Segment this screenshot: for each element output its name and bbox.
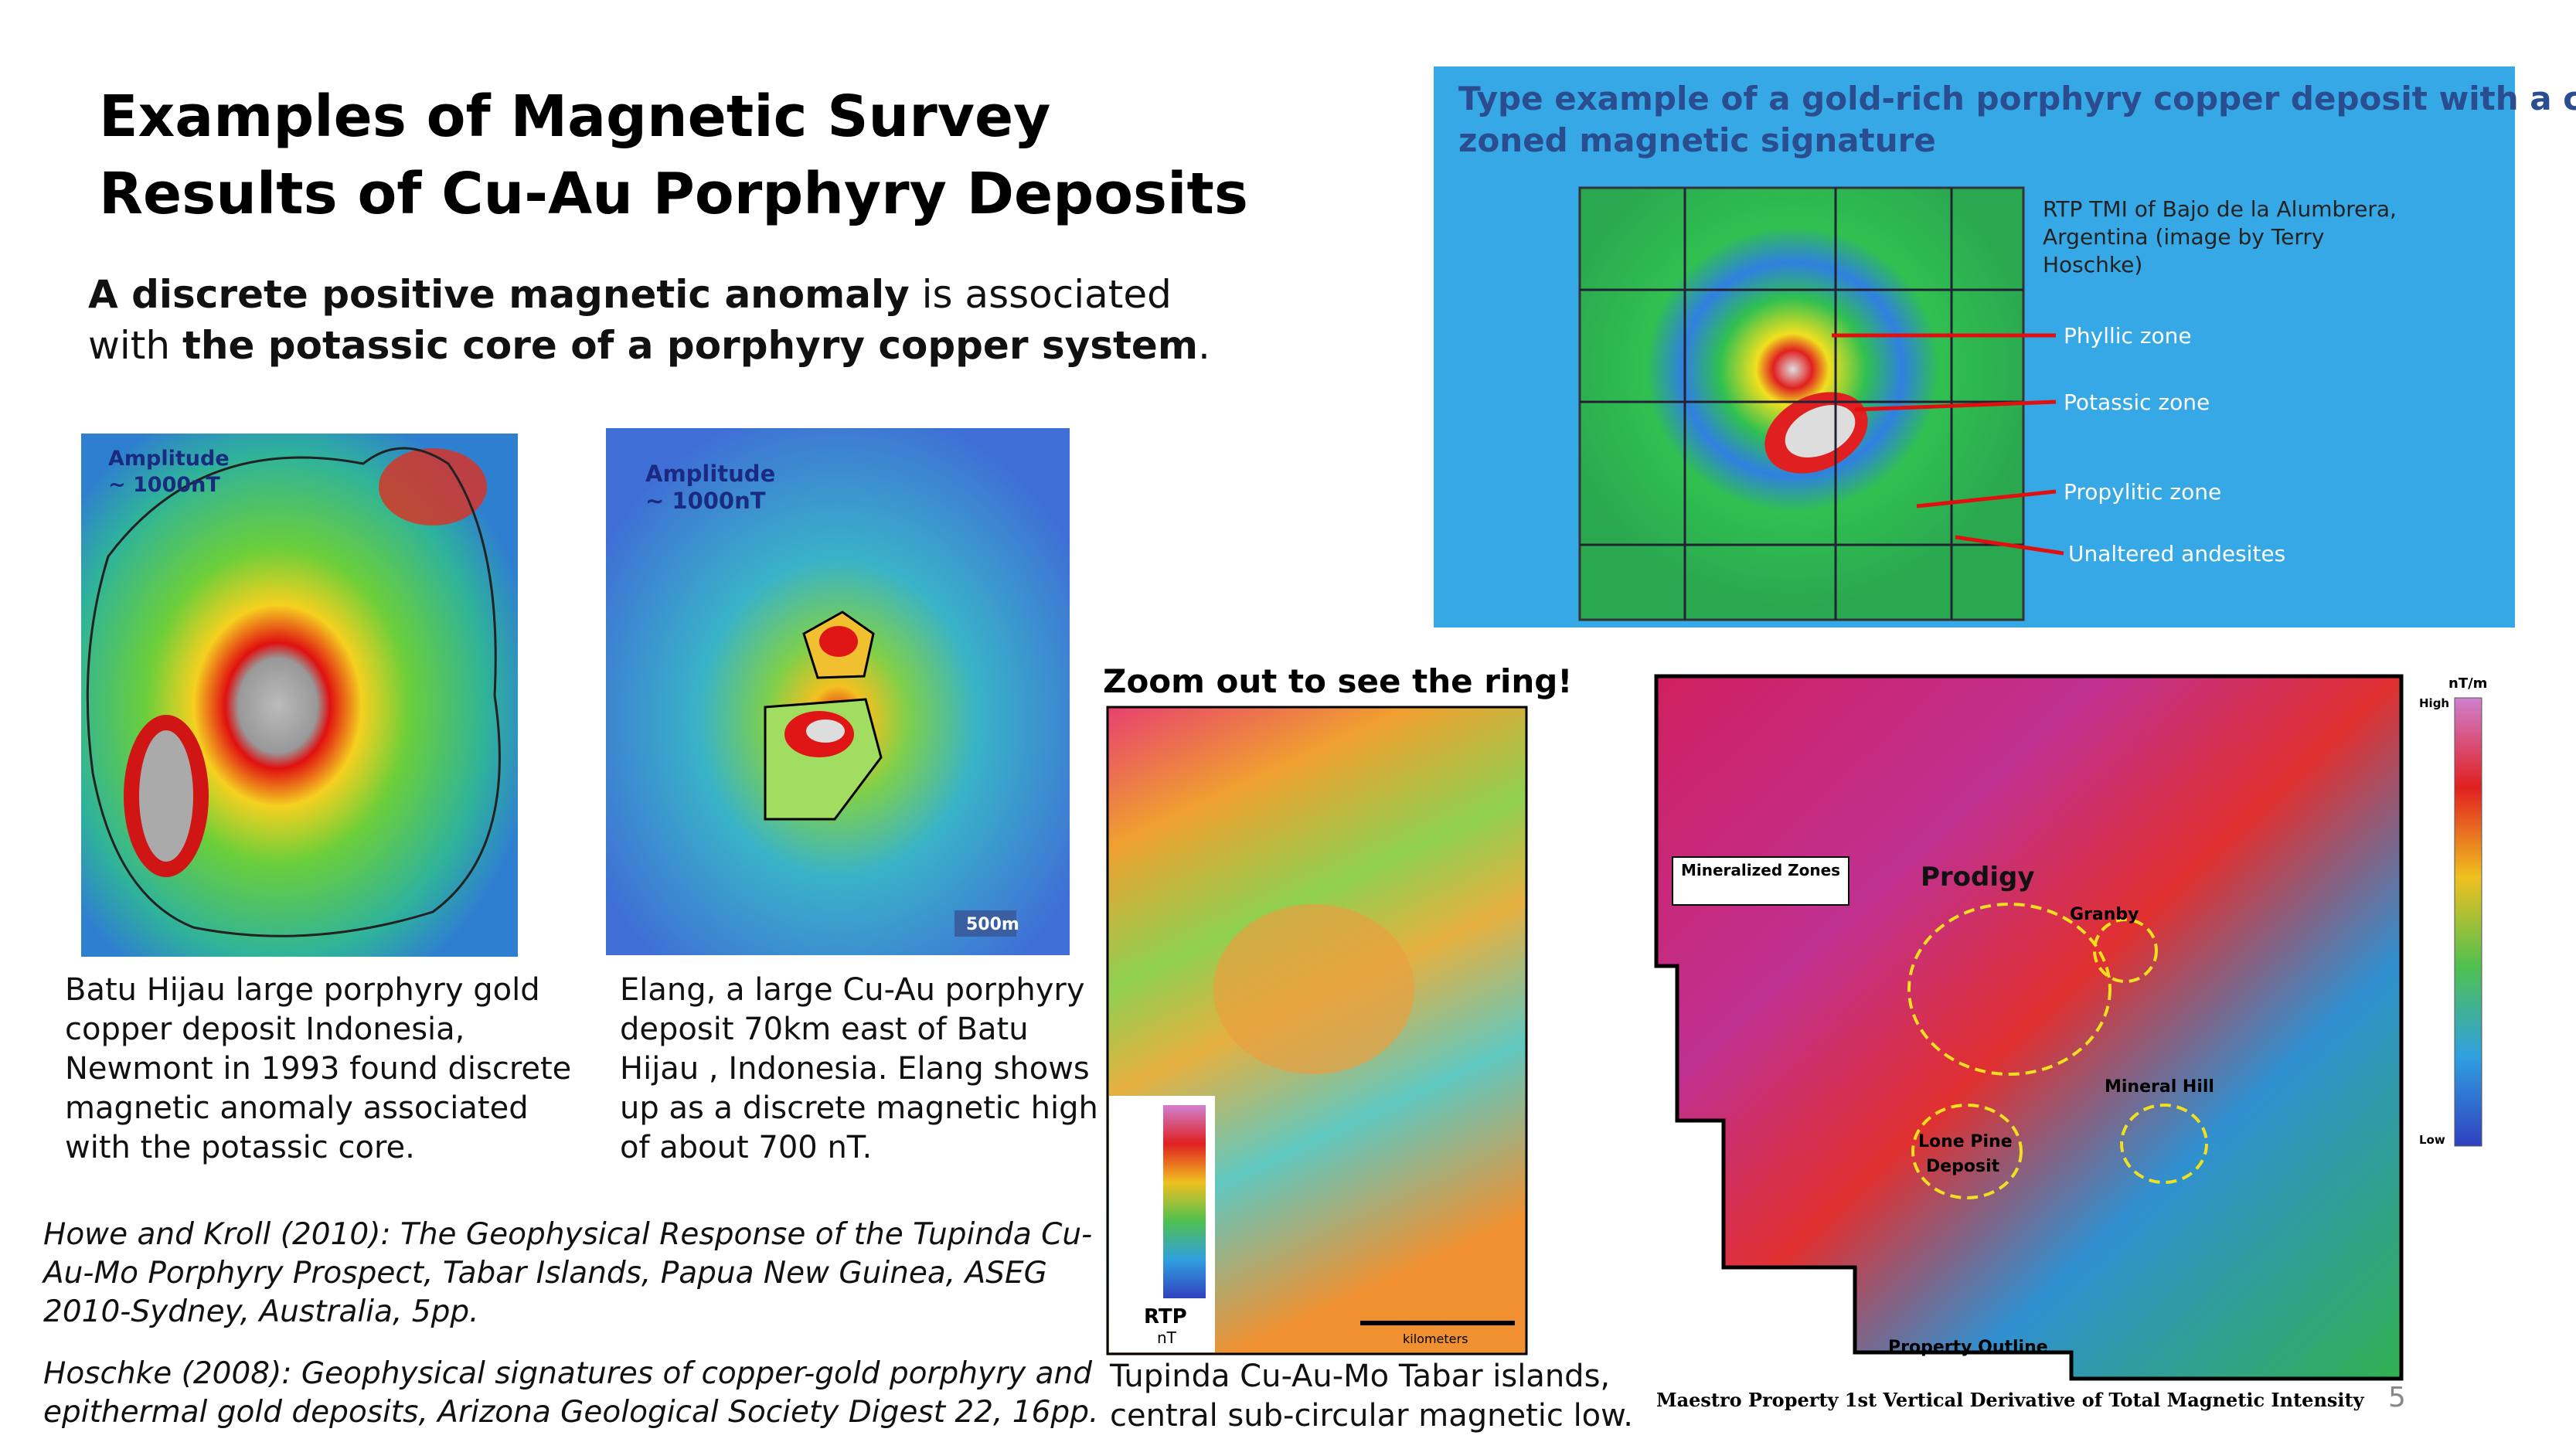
map-elang: Amplitude ~ 1000nT 500m <box>606 428 1070 955</box>
page-number: 5 <box>2388 1382 2406 1413</box>
caption: magnetic anomaly associated <box>65 1090 529 1126</box>
reference: Au-Mo Porphyry Prospect, Tabar Islands, … <box>41 1256 1047 1291</box>
source-line: Argentina (image by Terry <box>2043 224 2324 250</box>
tupinda: Zoom out to see the ring! RTP nT kilomet… <box>1103 662 1633 1434</box>
map-label: Prodigy <box>1921 862 2035 893</box>
map-label: Property Outline <box>1888 1338 2048 1357</box>
caption: Newmont in 1993 found discrete <box>65 1051 571 1087</box>
panel-title: Type example of a gold-rich porphyry cop… <box>1458 80 2576 117</box>
text: is associated <box>910 272 1172 317</box>
text: . <box>1198 323 1210 368</box>
legend-label: nT <box>1157 1328 1177 1347</box>
caption: Batu Hijau large porphyry gold <box>65 972 540 1008</box>
map-label: Amplitude <box>645 461 775 487</box>
legend-label: Low <box>2419 1133 2445 1147</box>
caption: deposit 70km east of Batu <box>620 1012 1029 1047</box>
legend-label: nT/m <box>2448 675 2487 692</box>
map-label: ~ 1000nT <box>645 488 766 514</box>
caption: of about 700 nT. <box>620 1130 872 1165</box>
caption: central sub-circular magnetic low. <box>1110 1398 1633 1434</box>
zone-label: Potassic zone <box>2064 389 2210 415</box>
text: with <box>88 323 182 368</box>
subtitle-line: with the potassic core of a porphyry cop… <box>88 323 1210 368</box>
captions: Batu Hijau large porphyry gold copper dep… <box>65 972 1098 1165</box>
title-line: Examples of Magnetic Survey <box>99 83 1050 150</box>
map-label: Mineral Hill <box>2105 1077 2214 1097</box>
heading: Zoom out to see the ring! <box>1103 662 1572 700</box>
caption: up as a discrete magnetic high <box>620 1090 1098 1126</box>
type-example: Type example of a gold-rich porphyry cop… <box>1434 66 2576 628</box>
subtitle: A discrete positive magnetic anomaly is … <box>88 272 1210 368</box>
title: Examples of Magnetic Survey Results of C… <box>99 83 1248 227</box>
reference: epithermal gold deposits, Arizona Geolog… <box>43 1395 1098 1430</box>
map-label: ~ 1000nT <box>108 473 220 497</box>
map-label: Lone Pine <box>1918 1132 2013 1151</box>
panel-title: zoned magnetic signature <box>1458 121 1936 159</box>
zone-label: Propylitic zone <box>2064 479 2221 505</box>
caption: Hijau , Indonesia. Elang shows <box>620 1051 1090 1087</box>
caption: copper deposit Indonesia, <box>65 1012 464 1047</box>
bold-text: A discrete positive magnetic anomaly <box>88 272 910 317</box>
reference: Howe and Kroll (2010): The Geophysical R… <box>43 1217 1092 1252</box>
scale-label: 500m <box>966 915 1019 934</box>
caption: Maestro Property 1st Vertical Derivative… <box>1656 1389 2365 1411</box>
map-label: Mineralized Zones <box>1681 861 1840 879</box>
reference: 2010-Sydney, Australia, 5pp. <box>43 1294 479 1329</box>
zone-label: Unaltered andesites <box>2068 541 2285 566</box>
subtitle-line: A discrete positive magnetic anomaly is … <box>88 272 1172 317</box>
map-label: Granby <box>2070 905 2139 924</box>
reference: Hoschke (2008): Geophysical signatures o… <box>43 1356 1092 1391</box>
map-batu-hijau: Amplitude ~ 1000nT <box>81 434 518 957</box>
caption: with the potassic core. <box>65 1130 415 1165</box>
map-label: Amplitude <box>108 447 230 471</box>
legend-label: RTP <box>1144 1305 1187 1328</box>
zone-label: Phyllic zone <box>2064 323 2192 349</box>
map-label: Deposit <box>1926 1157 2000 1176</box>
source-line: Hoschke) <box>2043 252 2142 277</box>
source-line: RTP TMI of Bajo de la Alumbrera, <box>2043 196 2397 222</box>
title-line: Results of Cu-Au Porphyry Deposits <box>99 161 1248 227</box>
source: RTP TMI of Bajo de la Alumbrera, Argenti… <box>2043 196 2397 277</box>
maestro: Mineralized Zones Prodigy Granby Mineral… <box>1654 674 2487 1411</box>
caption: Tupinda Cu-Au-Mo Tabar islands, <box>1109 1359 1610 1394</box>
caption: Elang, a large Cu-Au porphyry <box>620 972 1084 1008</box>
references: Howe and Kroll (2010): The Geophysical R… <box>41 1217 1098 1430</box>
bold-text: the potassic core of a porphyry copper s… <box>182 323 1198 368</box>
legend-label: High <box>2419 696 2449 710</box>
scale-label: kilometers <box>1403 1332 1468 1346</box>
